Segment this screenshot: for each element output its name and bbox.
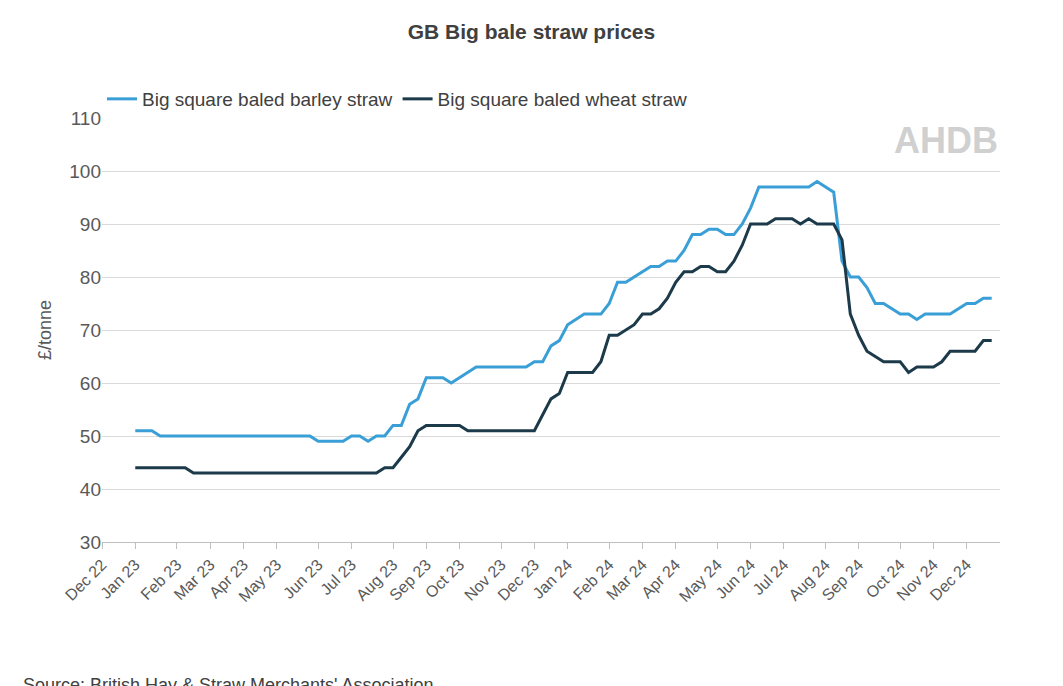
svg-text:£/tonne: £/tonne: [35, 300, 55, 360]
svg-text:40: 40: [80, 479, 101, 500]
svg-text:Big square baled barley straw: Big square baled barley straw: [142, 89, 393, 110]
svg-text:70: 70: [80, 320, 101, 341]
svg-text:GB Big bale straw prices: GB Big bale straw prices: [408, 20, 655, 43]
svg-text:50: 50: [80, 426, 101, 447]
svg-text:Mar 23: Mar 23: [171, 556, 218, 603]
svg-text:Nov 23: Nov 23: [461, 556, 509, 604]
svg-text:Oct 23: Oct 23: [422, 556, 467, 601]
svg-text:Sep 23: Sep 23: [386, 556, 434, 604]
svg-text:Jun 23: Jun 23: [280, 556, 326, 602]
svg-text:60: 60: [80, 373, 101, 394]
svg-text:Jan 24: Jan 24: [529, 556, 575, 602]
svg-text:Big square baled wheat straw: Big square baled wheat straw: [438, 89, 688, 110]
svg-text:Jun 24: Jun 24: [712, 556, 758, 602]
svg-text:Nov 24: Nov 24: [893, 556, 941, 604]
svg-text:Aug 23: Aug 23: [353, 556, 401, 604]
svg-text:Source: British Hay & Straw Me: Source: British Hay & Straw Merchants' A…: [23, 675, 434, 686]
svg-text:May 24: May 24: [676, 556, 725, 605]
svg-text:Jan 23: Jan 23: [97, 556, 143, 602]
svg-text:100: 100: [69, 161, 101, 182]
svg-text:Apr 24: Apr 24: [638, 556, 683, 601]
svg-text:Feb 24: Feb 24: [570, 556, 617, 603]
svg-text:Oct 24: Oct 24: [863, 556, 908, 601]
svg-text:Sep 24: Sep 24: [819, 556, 867, 604]
svg-text:90: 90: [80, 214, 101, 235]
svg-text:Jul 23: Jul 23: [317, 556, 359, 598]
svg-text:Dec 23: Dec 23: [494, 556, 542, 604]
svg-text:Feb 23: Feb 23: [137, 556, 184, 603]
svg-text:Mar 24: Mar 24: [603, 556, 650, 603]
svg-text:Aug 24: Aug 24: [785, 556, 833, 604]
svg-text:May 23: May 23: [235, 556, 284, 605]
svg-text:110: 110: [71, 108, 101, 129]
svg-text:Jul 24: Jul 24: [749, 556, 791, 598]
svg-text:Dec 24: Dec 24: [927, 556, 975, 604]
svg-text:80: 80: [80, 267, 101, 288]
svg-text:30: 30: [80, 532, 101, 553]
svg-text:AHDB: AHDB: [894, 120, 998, 161]
svg-text:Dec 22: Dec 22: [62, 556, 110, 604]
svg-text:Apr 23: Apr 23: [206, 556, 251, 601]
